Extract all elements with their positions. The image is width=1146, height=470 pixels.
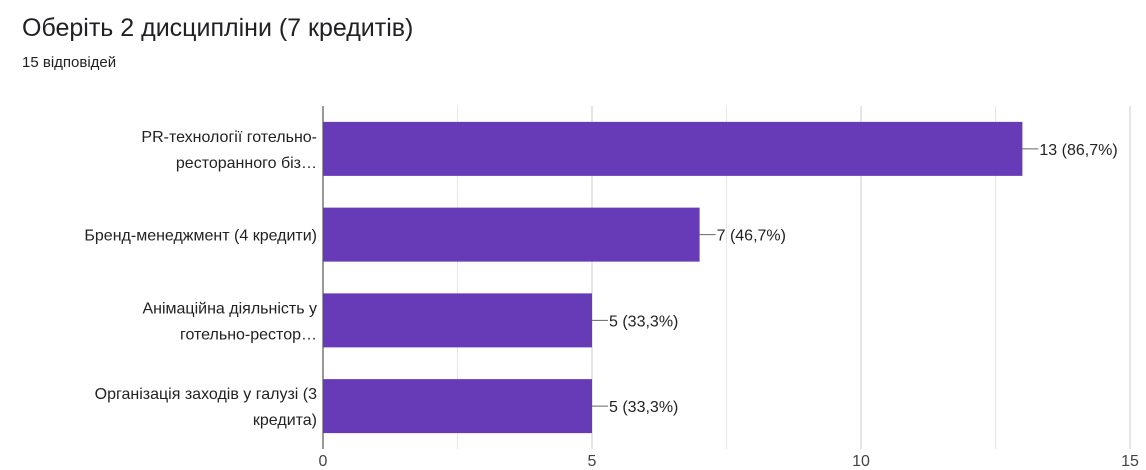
category-label: Організація заходів у галузі (3 — [95, 386, 317, 403]
x-tick-label: 15 — [1121, 453, 1139, 470]
response-count: 15 відповідей — [22, 54, 117, 71]
category-label: кредита) — [253, 412, 317, 429]
data-label: 5 (33,3%) — [609, 313, 678, 330]
category-label: Анімаційна діяльність у — [142, 300, 317, 317]
bar — [323, 293, 592, 348]
chart-title: Оберіть 2 дисципліни (7 кредитів) — [22, 14, 414, 42]
category-label: ресторанного біз… — [176, 155, 317, 172]
x-tick-label: 0 — [319, 453, 328, 470]
bar — [323, 207, 700, 262]
category-label: Бренд-менеджмент (4 кредити) — [84, 228, 317, 245]
bar — [323, 121, 1023, 176]
data-label: 13 (86,7%) — [1039, 142, 1117, 159]
data-label: 5 (33,3%) — [609, 399, 678, 416]
category-label: PR-технології готельно- — [141, 129, 317, 146]
bar — [323, 379, 592, 434]
category-label: готельно-рестор… — [180, 326, 317, 343]
bars — [323, 121, 1023, 434]
x-tick-label: 5 — [588, 453, 597, 470]
x-tick-label: 10 — [852, 453, 870, 470]
labels: 0 5 10 15 13 (86,7%) PR-технології готельно-р… — [84, 129, 1139, 470]
data-label: 7 (46,7%) — [717, 228, 786, 245]
